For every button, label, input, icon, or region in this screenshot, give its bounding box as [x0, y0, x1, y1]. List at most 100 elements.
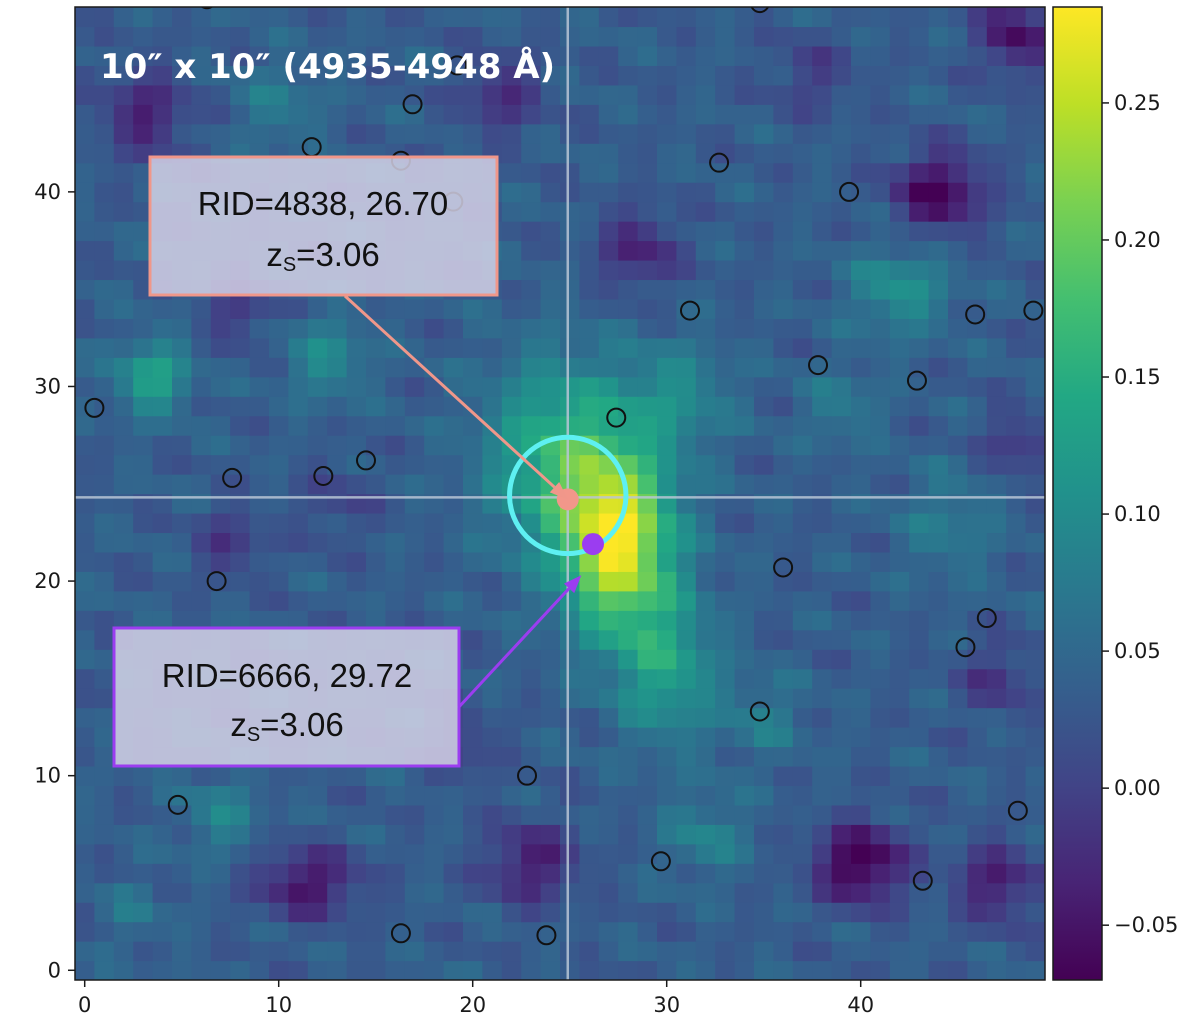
heatmap-cell — [695, 512, 716, 534]
heatmap-cell — [889, 512, 910, 534]
heatmap-cell — [75, 765, 95, 786]
heatmap-cell — [404, 435, 425, 456]
heatmap-cell — [618, 7, 639, 28]
heatmap-cell — [269, 610, 289, 631]
heatmap-cell — [754, 279, 774, 300]
heatmap-cell — [598, 26, 619, 47]
heatmap-cell — [773, 143, 794, 164]
heatmap-cell — [948, 727, 968, 748]
heatmap-cell — [482, 474, 503, 495]
heatmap-cell — [307, 45, 328, 66]
heatmap-cell — [851, 882, 871, 903]
heatmap-cell — [327, 454, 348, 475]
heatmap-cell — [113, 512, 134, 534]
heatmap-cell — [1006, 45, 1027, 66]
heatmap-cell — [113, 765, 134, 786]
heatmap-cell — [1006, 65, 1027, 86]
heatmap-cell — [676, 337, 697, 358]
heatmap-cell — [288, 863, 309, 884]
source-circle — [912, 870, 933, 891]
heatmap-cell — [676, 707, 697, 728]
heatmap-cell — [1025, 804, 1045, 825]
heatmap-cell — [1025, 746, 1045, 767]
heatmap-cell — [637, 357, 658, 378]
heatmap-cell — [540, 629, 561, 650]
heatmap-cell — [210, 396, 231, 417]
heatmap-cell — [618, 357, 639, 378]
heatmap-cell — [986, 707, 1007, 728]
heatmap-cell — [851, 785, 871, 806]
heatmap-cell — [754, 104, 774, 125]
heatmap-cell — [133, 551, 154, 572]
heatmap-cell — [657, 259, 677, 281]
heatmap-cell — [94, 824, 115, 845]
heatmap-cell — [598, 921, 619, 942]
heatmap-cell — [191, 551, 212, 572]
heatmap-cell — [676, 785, 697, 806]
heatmap-cell — [1025, 843, 1045, 864]
heatmap-cell — [773, 454, 794, 475]
heatmap-cell — [210, 123, 231, 144]
colorbar-tick-label: 0.00 — [1114, 776, 1161, 800]
heatmap-cell — [579, 396, 600, 417]
heatmap-cell — [657, 512, 677, 534]
heatmap-cell — [851, 201, 871, 222]
heatmap-cell — [579, 201, 600, 222]
heatmap-cell — [75, 65, 95, 86]
heatmap-cell — [734, 415, 755, 436]
heatmap-cell — [269, 26, 289, 47]
heatmap-cell — [133, 474, 154, 495]
heatmap-cell — [579, 629, 600, 650]
heatmap-cell — [618, 45, 639, 66]
heatmap-cell — [928, 571, 949, 592]
heatmap-cell — [540, 318, 561, 339]
heatmap-cell — [909, 240, 930, 261]
heatmap-cell — [579, 590, 600, 611]
heatmap-cell — [133, 532, 154, 553]
heatmap-cell — [967, 415, 988, 436]
heatmap-cell — [133, 162, 154, 183]
heatmap-cell — [754, 84, 774, 105]
heatmap-cell — [948, 590, 968, 611]
heatmap-cell — [967, 221, 988, 242]
heatmap-cell — [657, 863, 677, 884]
heatmap-cell — [773, 259, 794, 281]
heatmap-cell — [230, 123, 251, 144]
heatmap-cell — [792, 376, 813, 397]
heatmap-cell — [695, 396, 716, 417]
heatmap-cell — [521, 376, 542, 397]
heatmap-cell — [1025, 337, 1045, 358]
heatmap-cell — [598, 104, 619, 125]
heatmap-cell — [870, 960, 891, 980]
heatmap-cell — [598, 162, 619, 183]
heatmap-cell — [773, 571, 794, 592]
heatmap-cell — [366, 765, 386, 786]
heatmap-cell — [598, 45, 619, 66]
heatmap-cell — [191, 454, 212, 475]
heatmap-cell — [424, 396, 445, 417]
x-tick-label: 20 — [459, 993, 486, 1017]
heatmap-cell — [1006, 571, 1027, 592]
heatmap-cell — [695, 201, 716, 222]
heatmap-cell — [501, 804, 522, 825]
heatmap-cell — [443, 84, 464, 105]
heatmap-cell — [327, 804, 348, 825]
heatmap-cell — [327, 318, 348, 339]
heatmap-cell — [695, 649, 716, 670]
heatmap-cell — [986, 474, 1007, 495]
heatmap-cell — [404, 337, 425, 358]
heatmap-cell — [385, 921, 406, 942]
heatmap-cell — [986, 123, 1007, 144]
heatmap-cell — [598, 357, 619, 378]
heatmap-cell — [909, 882, 930, 903]
heatmap-cell — [443, 357, 464, 378]
heatmap-cell — [754, 454, 774, 475]
heatmap-cell — [1006, 454, 1027, 475]
heatmap-cell — [269, 765, 289, 786]
heatmap-cell — [773, 863, 794, 884]
heatmap-cell — [288, 45, 309, 66]
heatmap-cell — [598, 824, 619, 845]
heatmap-cell — [307, 454, 328, 475]
heatmap-cell — [327, 474, 348, 495]
heatmap-cell — [909, 182, 930, 203]
